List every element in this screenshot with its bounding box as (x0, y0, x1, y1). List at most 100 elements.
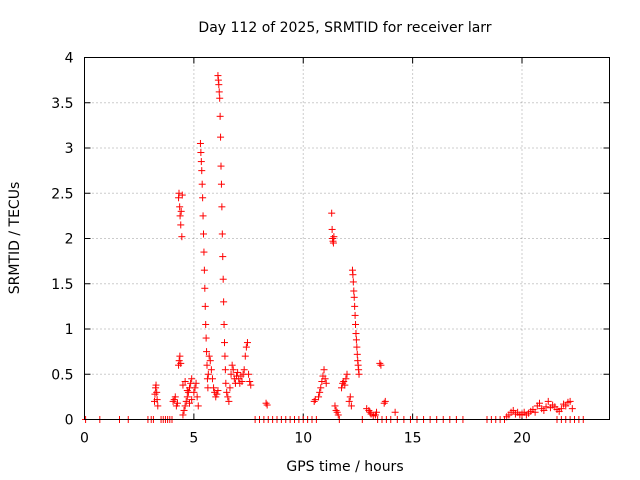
x-tick-label: 15 (404, 431, 422, 447)
data-point (347, 402, 355, 410)
data-point (355, 370, 363, 378)
data-point (188, 396, 196, 404)
data-point (234, 368, 242, 376)
data-point (227, 370, 235, 378)
data-point (391, 408, 399, 416)
data-point (221, 352, 229, 360)
data-point (346, 393, 354, 401)
data-point (349, 271, 357, 279)
data-point (214, 387, 222, 395)
data-point (173, 399, 181, 407)
y-tick-label: 0.5 (51, 367, 73, 383)
data-point (215, 81, 223, 89)
y-tick-label: 2 (65, 232, 74, 248)
data-point (217, 133, 225, 141)
data-point (330, 233, 338, 241)
data-point (178, 233, 186, 241)
data-point (183, 393, 191, 401)
data-point (221, 339, 228, 347)
data-point (177, 207, 185, 215)
data-point (353, 350, 361, 358)
plot-frame (84, 57, 610, 420)
data-point (224, 393, 232, 401)
data-point (152, 381, 160, 389)
data-point (247, 381, 255, 389)
data-point (329, 239, 337, 247)
x-tick-label: 20 (513, 431, 531, 447)
data-point (229, 366, 237, 374)
y-tick-label: 0 (65, 413, 74, 429)
data-point (332, 406, 340, 414)
data-point (218, 203, 226, 211)
y-tick-label: 1 (65, 322, 74, 338)
data-point (175, 189, 183, 197)
data-point (197, 158, 205, 166)
data-point (317, 384, 325, 392)
data-point (179, 381, 187, 389)
data-point (349, 278, 357, 286)
data-point (557, 405, 565, 413)
data-point (220, 320, 228, 328)
data-point (215, 88, 223, 96)
data-point (196, 139, 204, 147)
data-point (177, 359, 185, 367)
data-point (222, 379, 230, 387)
data-point (342, 375, 350, 383)
data-point (191, 384, 199, 392)
data-points (82, 72, 587, 423)
data-point (245, 370, 253, 378)
x-tick-label: 5 (189, 431, 198, 447)
data-point (350, 293, 358, 301)
data-point (193, 393, 201, 401)
y-tick-label: 3 (65, 141, 74, 157)
data-point (328, 209, 336, 217)
data-point (181, 402, 189, 410)
data-point (216, 94, 224, 102)
data-point (169, 397, 177, 405)
data-point (331, 402, 339, 410)
data-point (198, 180, 206, 188)
y-tick-labels: 0 0.5 1 1.5 2 2.5 3 3.5 4 (51, 51, 73, 429)
data-point (352, 336, 360, 344)
data-point (217, 180, 225, 188)
data-point (568, 405, 576, 413)
y-tick-label: 3.5 (51, 96, 73, 112)
data-point (217, 162, 225, 170)
data-point (343, 370, 351, 378)
chart-title: Day 112 of 2025, SRMTID for receiver lar… (198, 20, 491, 36)
data-point (198, 167, 206, 175)
data-point (219, 253, 227, 261)
data-point (206, 357, 214, 365)
data-point (351, 311, 359, 319)
data-point (200, 248, 208, 256)
data-point (199, 212, 207, 220)
data-point (334, 411, 342, 419)
data-point (194, 402, 202, 410)
data-point (542, 403, 550, 411)
data-point (243, 339, 251, 347)
data-point (345, 397, 353, 405)
data-point (352, 320, 360, 328)
data-point (203, 348, 211, 356)
data-point (177, 221, 185, 229)
data-point (380, 399, 388, 407)
x-axis-label: GPS time / hours (286, 459, 403, 475)
data-point (320, 366, 328, 374)
data-point (376, 359, 384, 367)
data-point (178, 191, 186, 199)
data-point (544, 397, 552, 405)
data-point (154, 402, 162, 410)
data-point (223, 388, 231, 396)
data-point (153, 388, 161, 396)
data-point (562, 402, 570, 410)
data-point (381, 397, 389, 405)
data-point (341, 381, 349, 389)
data-point (228, 361, 236, 369)
data-point (210, 384, 218, 392)
data-point (242, 343, 250, 351)
data-point (201, 284, 209, 292)
data-point (509, 406, 517, 414)
data-point (321, 375, 329, 383)
data-point (201, 302, 209, 310)
